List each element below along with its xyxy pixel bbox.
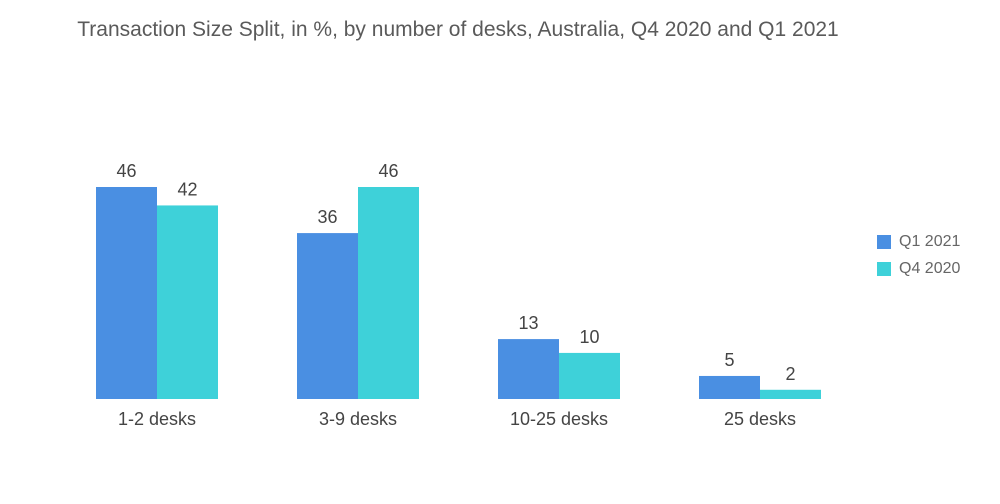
legend-item-q4-2020: Q4 2020 (877, 258, 960, 280)
category-label-3-9-desks: 3-9 desks (319, 409, 397, 429)
data-label-q1-2021-10-25-desks: 13 (518, 313, 538, 333)
legend: Q1 2021 Q4 2020 (877, 231, 960, 285)
data-label-q4-2020-10-25-desks: 10 (579, 327, 599, 347)
bar-q4-2020-10-25-desks (559, 352, 620, 399)
legend-swatch-q1-2021 (877, 235, 891, 249)
category-label-25-desks: 25 desks (724, 409, 796, 429)
legend-item-q1-2021: Q1 2021 (877, 231, 960, 253)
chart-title: Transaction Size Split, in %, by number … (77, 18, 839, 41)
bar-q4-2020-3-9-desks (358, 187, 419, 399)
data-label-q4-2020-3-9-desks: 46 (378, 161, 398, 181)
category-label-10-25-desks: 10-25 desks (510, 409, 608, 429)
category-label-1-2-desks: 1-2 desks (118, 409, 196, 429)
bar-q4-2020-25-desks (760, 389, 821, 399)
bar-q1-2021-3-9-desks (297, 233, 358, 399)
data-label-q4-2020-1-2-desks: 42 (177, 179, 197, 199)
data-label-q1-2021-1-2-desks: 46 (116, 161, 136, 181)
bar-q1-2021-10-25-desks (498, 339, 559, 399)
legend-label-q4-2020: Q4 2020 (899, 260, 961, 277)
legend-label-q1-2021: Q1 2021 (899, 233, 961, 250)
bar-q1-2021-1-2-desks (96, 187, 157, 399)
bar-q4-2020-1-2-desks (157, 205, 218, 399)
legend-swatch-q4-2020 (877, 262, 891, 276)
bar-q1-2021-25-desks (699, 375, 760, 399)
data-label-q1-2021-3-9-desks: 36 (317, 207, 337, 227)
data-label-q4-2020-25-desks: 2 (785, 364, 795, 384)
data-label-q1-2021-25-desks: 5 (724, 350, 734, 370)
